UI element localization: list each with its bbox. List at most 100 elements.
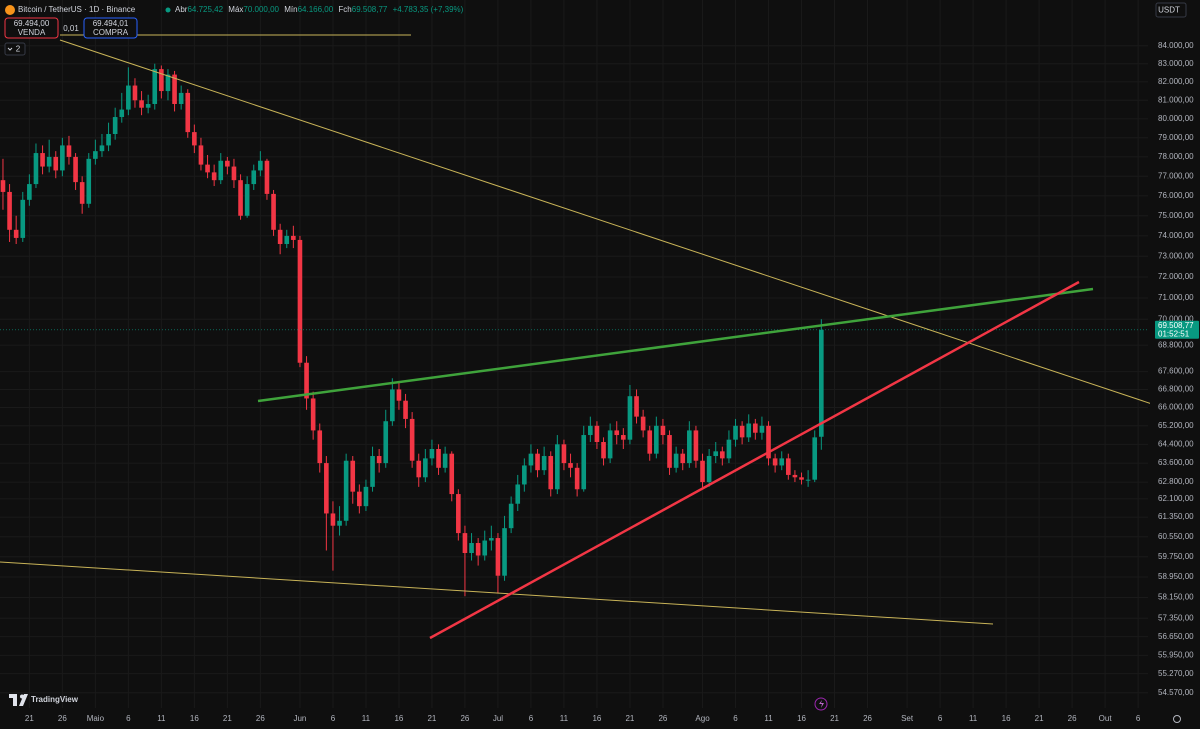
candle-body [132, 85, 138, 101]
y-tick-label: 54.570,00 [1158, 688, 1194, 697]
countdown: 01:52:51 [1158, 329, 1190, 338]
chevron [7, 47, 13, 51]
coin-icon [5, 5, 15, 15]
sell-price[interactable]: 69.494,00 [14, 19, 50, 28]
sell-button[interactable] [4, 17, 59, 39]
x-tick-label: Jun [293, 714, 306, 723]
y-tick-label: 76.000,00 [1158, 191, 1194, 200]
buy-price[interactable]: 69.494,01 [93, 19, 129, 28]
event-icon[interactable] [814, 697, 828, 711]
candle-body [673, 453, 679, 468]
candle-body [79, 182, 85, 204]
ohlc-value: 70.000,00 [243, 5, 279, 14]
ohlc-value: 64.166,00 [298, 5, 334, 14]
candle-body [383, 421, 389, 464]
candle-body [172, 74, 177, 104]
candle-body [93, 151, 98, 159]
settings-icon[interactable] [1173, 715, 1181, 723]
candle-body [145, 103, 151, 108]
candle-body [409, 418, 415, 461]
candle-body [759, 425, 765, 433]
candle-body [357, 491, 362, 507]
candle-body [601, 442, 606, 459]
y-tick-label: 56.650,00 [1158, 632, 1194, 641]
candle-body [350, 460, 356, 492]
candle-body [192, 132, 197, 146]
y-tick-label: 72.000,00 [1158, 272, 1194, 281]
candle-body [198, 145, 204, 165]
y-tick-label: 60.550,00 [1158, 532, 1194, 541]
candle-body [733, 425, 738, 440]
x-tick-label: 21 [25, 714, 34, 723]
sell-label[interactable]: VENDA [18, 28, 46, 37]
y-tick-label: 82.000,00 [1158, 77, 1194, 86]
x-tick-label: 6 [126, 714, 131, 723]
candle-body [297, 239, 303, 363]
candle-body [291, 235, 296, 240]
candle-body [482, 540, 488, 556]
currency-button[interactable] [1155, 2, 1187, 18]
last-price-tag [1155, 320, 1199, 339]
y-tick-label: 55.270,00 [1158, 669, 1194, 678]
x-tick-label: 26 [658, 714, 667, 723]
candle-body [66, 145, 72, 157]
indicators-count[interactable]: 2 [16, 45, 21, 54]
candle-body [667, 435, 672, 468]
candle-body [343, 460, 349, 521]
candle-body [746, 423, 752, 438]
candle-body [423, 458, 428, 478]
candle-body [225, 160, 230, 167]
y-tick-label: 66.000,00 [1158, 403, 1194, 412]
candle-body [304, 362, 309, 399]
y-tick-label: 64.400,00 [1158, 439, 1194, 448]
resistance-line [257, 287, 1094, 403]
candle-body [588, 425, 593, 436]
trend-line [59, 39, 1156, 406]
candle-body [462, 533, 468, 553]
candle-body [159, 69, 164, 92]
x-axis: 21 26 Maio 6 11 16 21 26 Jun 6 11 16 21 26 Jul 6 11 16 21 2… [25, 714, 1141, 723]
y-tick-label: 66.800,00 [1158, 385, 1194, 394]
candle-body [119, 109, 125, 118]
support-line [429, 280, 1080, 640]
candle-body [277, 229, 283, 245]
x-tick-label: 11 [560, 714, 569, 723]
y-tick-label: 58.950,00 [1158, 572, 1194, 581]
x-tick-label: 11 [969, 714, 978, 723]
candle-body [106, 134, 111, 146]
quantity[interactable]: 0,01 [63, 24, 79, 33]
x-tick-label: 21 [830, 714, 839, 723]
y-tick-label: 68.800,00 [1158, 340, 1194, 349]
candle-body [13, 229, 19, 238]
candle-body [700, 460, 705, 483]
y-tick-label: 83.000,00 [1158, 59, 1194, 68]
candle-body [660, 425, 666, 436]
change: +4.783,35 (+7,39%) [393, 5, 464, 14]
candle-body [20, 199, 26, 238]
candle-body [594, 425, 600, 443]
currency[interactable]: USDT [1158, 6, 1180, 15]
x-tick-label: 26 [1068, 714, 1077, 723]
ohlc-value: 64.725,42 [187, 5, 223, 14]
candle-body [647, 430, 653, 454]
y-tick-label: 78.000,00 [1158, 152, 1194, 161]
candle-body [581, 435, 587, 490]
candle-body [185, 92, 191, 133]
y-tick-label: 71.000,00 [1158, 293, 1194, 302]
x-tick-label: Ago [695, 714, 710, 723]
buy-label[interactable]: COMPRA [93, 28, 129, 37]
candle-body [251, 170, 257, 185]
candle-body [165, 74, 171, 92]
candle-body [772, 458, 778, 466]
indicators-toggle[interactable] [4, 42, 26, 56]
buy-button[interactable] [83, 17, 138, 39]
candle-body [621, 435, 626, 440]
candle-body [469, 543, 474, 553]
y-tick-label: 74.000,00 [1158, 231, 1194, 240]
candle-body [244, 184, 250, 216]
candle-body [614, 430, 620, 436]
candle-body [0, 180, 6, 192]
y-tick-label: 77.000,00 [1158, 171, 1194, 180]
